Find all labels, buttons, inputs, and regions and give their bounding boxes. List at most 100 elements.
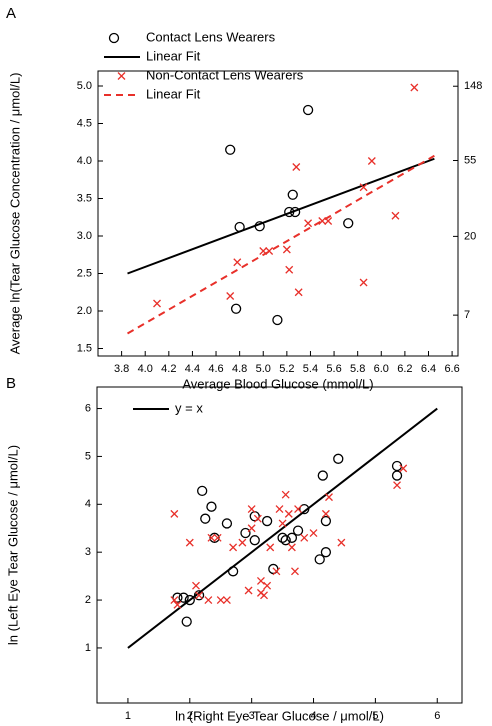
legend-label: Linear Fit (146, 86, 201, 101)
point (200, 513, 211, 524)
y-tick-label: 2 (85, 594, 91, 606)
point (281, 490, 290, 499)
point (238, 538, 247, 547)
x-tick-label: 1 (125, 710, 131, 722)
point (172, 592, 183, 603)
point (280, 535, 291, 546)
point (410, 83, 419, 92)
point (178, 592, 189, 603)
point (226, 292, 235, 300)
point (181, 616, 192, 627)
x-tick-label: 5.0 (256, 363, 271, 375)
point (286, 532, 298, 543)
point (209, 532, 220, 543)
point (221, 518, 233, 529)
x-tick-label: 5.8 (350, 363, 365, 375)
point (173, 600, 182, 609)
legend-label: Linear Fit (146, 48, 201, 63)
x-tick-label: 3.8 (114, 363, 129, 375)
x-tick-label: 4.0 (138, 363, 153, 375)
x-tick-label: 6 (434, 710, 440, 722)
point (247, 524, 256, 533)
point (320, 547, 332, 558)
point (299, 503, 310, 515)
legend-swatch (108, 32, 120, 44)
x-tick-label: 4 (310, 710, 316, 722)
fit-line (127, 157, 435, 275)
point (233, 258, 242, 267)
x-tick-label: 4.8 (232, 363, 247, 375)
panel-label: A (6, 5, 16, 22)
point (207, 533, 216, 542)
point (253, 514, 262, 523)
point (321, 509, 330, 518)
plot-frame (96, 386, 463, 704)
point (240, 527, 251, 539)
legend-label: Contact Lens Wearers (146, 29, 276, 44)
x-tick-label: 6.6 (444, 363, 459, 375)
y-tick-label: 4.0 (77, 155, 92, 167)
point (272, 567, 281, 576)
point (247, 505, 256, 514)
y-tick-label: 2.5 (77, 267, 92, 279)
x-tick-label: 2 (187, 710, 193, 722)
point (304, 219, 313, 228)
point (300, 533, 309, 542)
plot-frame (97, 70, 459, 357)
x-tick-label: 6.2 (397, 363, 412, 375)
legend-label: Non-Contact Lens Wearers (146, 67, 304, 82)
point (282, 245, 291, 254)
point (222, 596, 231, 605)
point (287, 543, 296, 552)
x-tick-label: 5.2 (279, 363, 294, 375)
point (337, 538, 346, 547)
x-tick-label: 4.2 (161, 363, 176, 375)
point (263, 581, 272, 590)
y-tick-label: 6 (85, 402, 91, 414)
point (268, 563, 279, 575)
x-tick-label: 4.4 (185, 363, 200, 375)
point (314, 554, 325, 565)
y-tick-label: 4 (85, 498, 91, 510)
y-tick-label: 3.5 (77, 192, 92, 204)
point (256, 576, 265, 585)
legend-swatch (117, 72, 126, 80)
point (184, 594, 195, 606)
point (294, 288, 303, 297)
point (153, 299, 161, 308)
y-tick-label: 1.5 (77, 342, 92, 354)
y-axis-label: Average ln(Tear Glucose Concentration / … (7, 73, 22, 355)
point (170, 509, 179, 518)
point (294, 505, 303, 514)
point (197, 485, 208, 497)
point (266, 543, 275, 552)
point (343, 218, 354, 229)
point (320, 515, 332, 527)
point (206, 501, 217, 512)
point (359, 183, 368, 192)
point (292, 163, 301, 171)
x-tick-label: 3 (249, 710, 255, 722)
x-tick-label: 4.6 (208, 363, 223, 375)
point (367, 157, 376, 165)
point (317, 470, 328, 481)
y2-tick-label: 55 (464, 154, 476, 166)
y-tick-label: 1 (85, 642, 91, 654)
point (302, 104, 314, 116)
point (193, 590, 205, 601)
point (287, 189, 298, 200)
point (292, 525, 304, 536)
y-tick-label: 4.5 (77, 117, 92, 129)
point (391, 211, 400, 220)
point (359, 278, 368, 287)
y2-tick-label: 148 (464, 80, 482, 92)
point (272, 314, 283, 326)
y-tick-label: 3.0 (77, 230, 92, 242)
point (244, 586, 253, 595)
point (213, 533, 222, 542)
point (393, 481, 402, 490)
panel-label: B (6, 375, 16, 392)
point (261, 515, 273, 527)
point (249, 535, 260, 546)
